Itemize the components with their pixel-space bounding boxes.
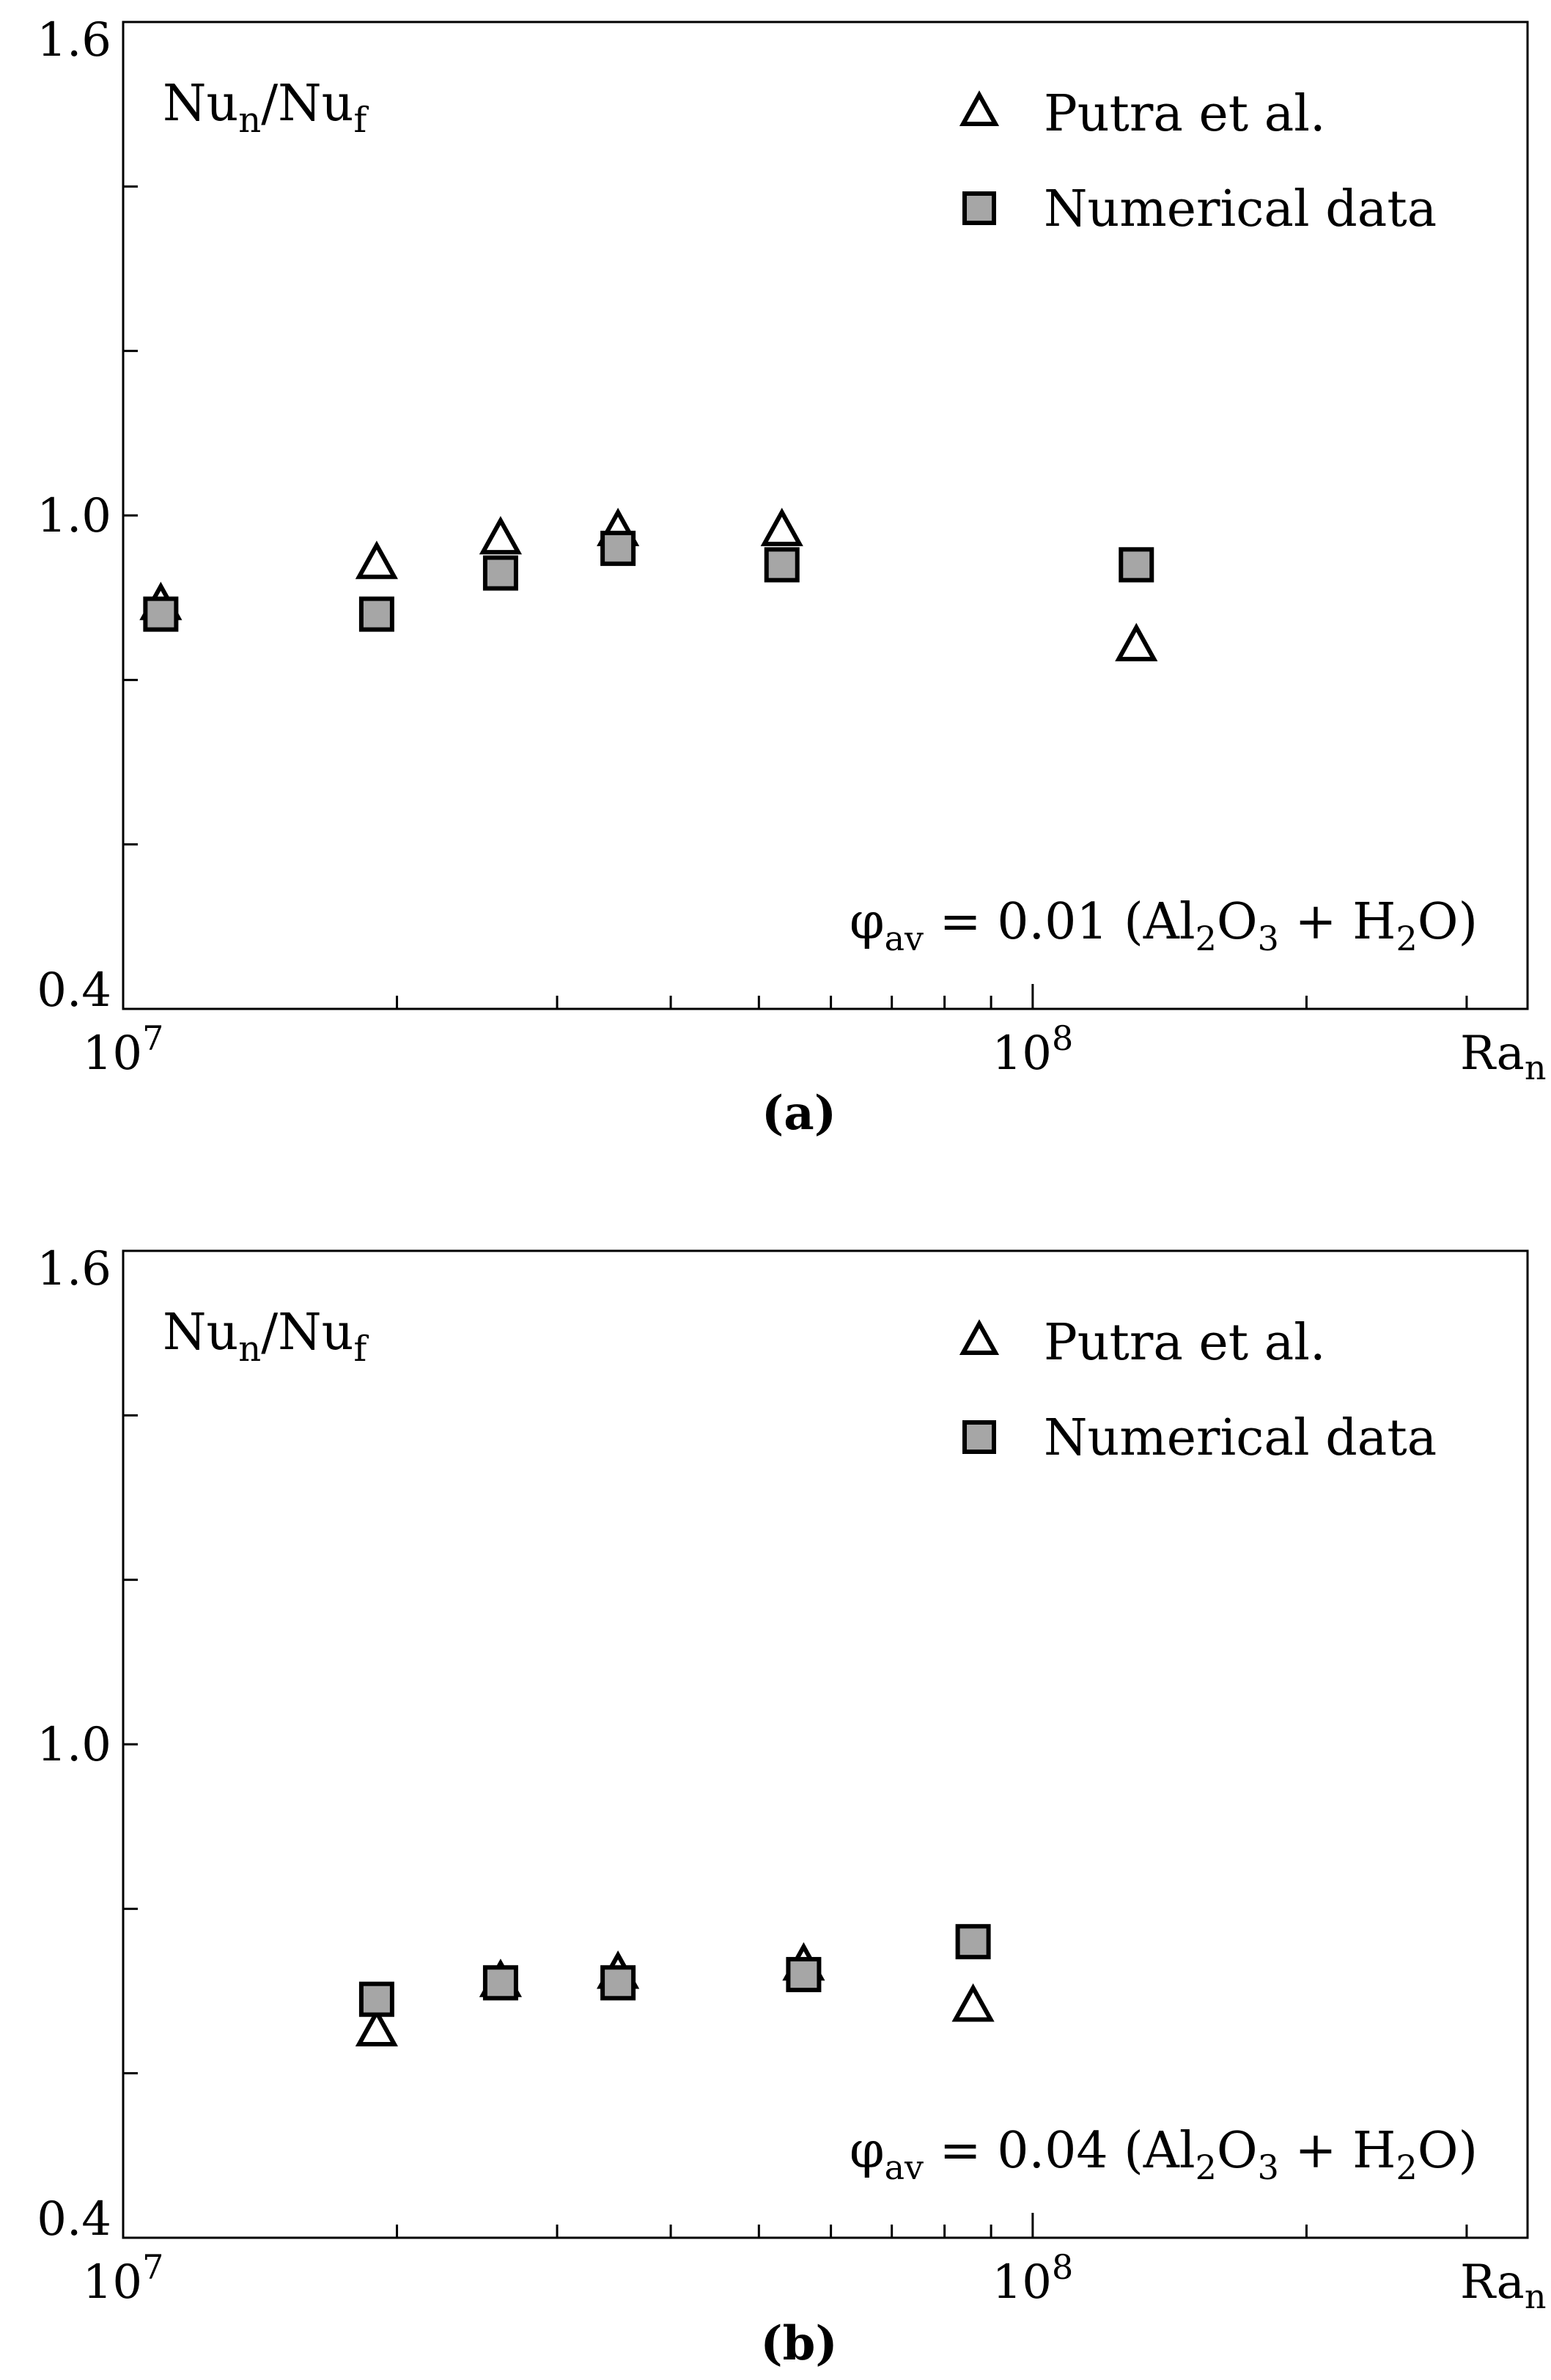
- legend-marker-square: [962, 1420, 996, 1454]
- panel-b: 0.4 1.0 1.6 107 108 Ran Nun/Nuf φav = 0.04 (Al2…: [37, 1242, 1546, 2371]
- y-axis-label: Nun/Nuf: [163, 75, 369, 141]
- data-point-putra: [760, 507, 803, 546]
- data-point-numerical: [482, 555, 518, 591]
- data-point-numerical: [600, 530, 636, 566]
- legend-label: Putra et al.: [1044, 1314, 1326, 1372]
- panel-a: 0.4 1.0 1.6 107 108 Ran Nun/Nuf φav = 0.01 (Al2…: [37, 13, 1546, 1141]
- data-point-putra: [479, 515, 523, 555]
- y-tick-label: 1.6: [37, 1242, 111, 1296]
- data-point-numerical: [786, 1957, 822, 1993]
- y-tick-label: 1.0: [37, 1718, 111, 1772]
- x-axis-label: Ran: [1460, 2255, 1546, 2316]
- data-point-putra: [355, 540, 398, 579]
- panel-label: (a): [762, 1086, 836, 1141]
- legend-marker-triangle: [959, 90, 1000, 127]
- y-tick-label: 0.4: [37, 963, 111, 1018]
- data-point-numerical: [764, 547, 800, 583]
- y-tick-label: 1.0: [37, 489, 111, 543]
- legend-label: Putra et al.: [1044, 85, 1326, 143]
- data-point-putra: [951, 1983, 995, 2022]
- legend-label: Numerical data: [1044, 1409, 1437, 1467]
- plot-frame: [122, 1249, 1529, 2239]
- x-axis-label: Ran: [1460, 1026, 1546, 1087]
- annotation-text: φav = 0.04 (Al2O3 + H2O): [850, 2122, 1478, 2187]
- annotation-text: φav = 0.01 (Al2O3 + H2O): [850, 893, 1478, 958]
- y-axis-label: Nun/Nuf: [163, 1304, 369, 1370]
- panel-label: (b): [760, 2316, 837, 2371]
- data-point-numerical: [1119, 547, 1154, 583]
- data-point-numerical: [143, 596, 179, 632]
- y-tick-label: 1.6: [37, 13, 111, 67]
- data-point-numerical: [955, 1924, 991, 1960]
- plot-frame: [122, 21, 1529, 1010]
- y-tick-label: 0.4: [37, 2192, 111, 2247]
- data-point-numerical: [358, 1981, 394, 2017]
- x-tick-label: 108: [992, 1018, 1074, 1081]
- x-tick-label: 107: [83, 1018, 164, 1081]
- data-point-numerical: [482, 1965, 518, 2001]
- data-point-numerical: [358, 596, 394, 632]
- x-tick-label: 107: [83, 2247, 164, 2310]
- legend-marker-triangle: [959, 1319, 1000, 1356]
- data-point-putra: [1115, 622, 1158, 661]
- data-point-putra: [355, 2008, 398, 2046]
- x-tick-label: 108: [992, 2247, 1074, 2310]
- data-point-numerical: [600, 1965, 636, 2001]
- legend-label: Numerical data: [1044, 180, 1437, 238]
- legend-marker-square: [962, 191, 996, 225]
